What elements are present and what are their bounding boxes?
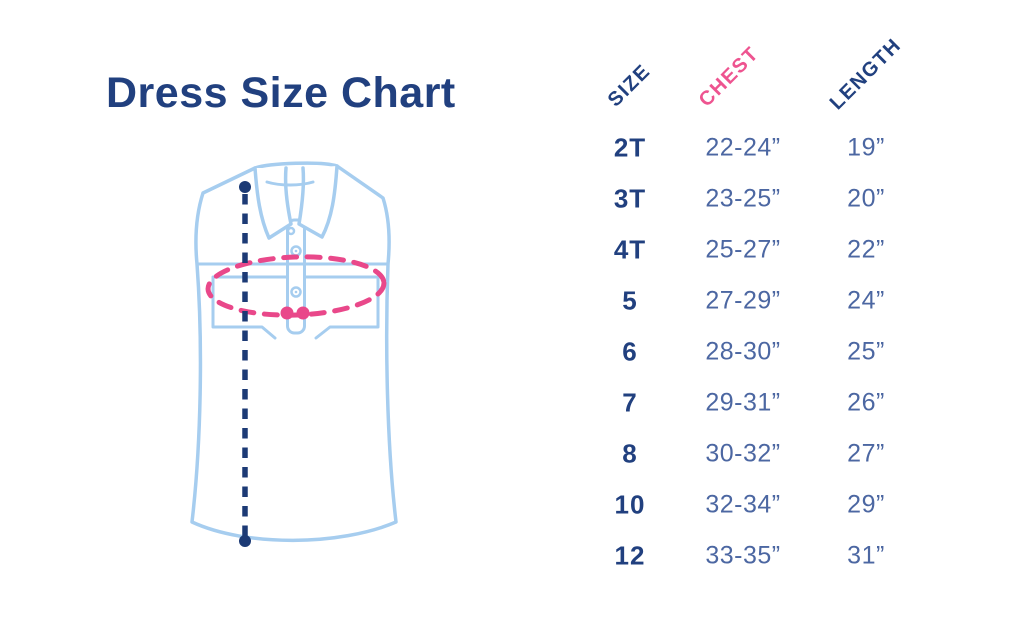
size-cell: 10	[614, 489, 646, 519]
size-table: 2T 22-24” 19” 3T 23-25” 20” 4T 25-27” 22…	[0, 122, 1024, 581]
table-row: 8 30-32” 27”	[0, 428, 1024, 479]
table-row: 2T 22-24” 19”	[0, 122, 1024, 173]
chest-cell: 25-27”	[705, 235, 781, 263]
chest-cell: 27-29”	[705, 286, 781, 314]
size-cell: 12	[614, 540, 646, 570]
table-row: 10 32-34” 29”	[0, 479, 1024, 530]
table-row: 12 33-35” 31”	[0, 530, 1024, 581]
dress-collar-band	[265, 180, 315, 187]
column-header-size: SIZE	[603, 60, 655, 112]
length-cell: 29”	[847, 490, 885, 518]
table-row: 4T 25-27” 22”	[0, 224, 1024, 275]
length-cell: 22”	[847, 235, 885, 263]
chest-cell: 22-24”	[705, 133, 781, 161]
chest-cell: 32-34”	[705, 490, 781, 518]
dress-collar-right	[297, 164, 339, 239]
dress-placket	[286, 218, 306, 335]
table-row: 6 28-30” 25”	[0, 326, 1024, 377]
length-cell: 24”	[847, 286, 885, 314]
length-cell: 26”	[847, 388, 885, 416]
chest-marker-dot-right	[296, 306, 310, 320]
length-marker-dot-top	[239, 181, 251, 193]
dress-buttons	[286, 226, 302, 298]
length-cell: 20”	[847, 184, 885, 212]
length-cell: 31”	[847, 541, 885, 569]
table-row: 7 29-31” 26”	[0, 377, 1024, 428]
table-row: 3T 23-25” 20”	[0, 173, 1024, 224]
chest-cell: 23-25”	[705, 184, 781, 212]
dress-illustration	[190, 161, 398, 547]
column-header-chest: CHEST	[694, 42, 764, 112]
length-marker-dot-bottom	[239, 535, 251, 547]
length-cell: 27”	[847, 439, 885, 467]
length-cell: 25”	[847, 337, 885, 365]
dress-left-pocket	[211, 275, 288, 340]
chest-cell: 29-31”	[705, 388, 781, 416]
dress-collar-left	[253, 166, 293, 240]
size-cell: 2T	[613, 132, 647, 162]
chest-cell: 28-30”	[705, 337, 781, 365]
size-cell: 3T	[613, 183, 647, 213]
size-cell: 7	[622, 387, 638, 417]
table-row: 5 27-29” 24”	[0, 275, 1024, 326]
length-cell: 19”	[847, 133, 885, 161]
dress-body-outline	[190, 161, 398, 543]
size-cell: 4T	[613, 234, 647, 264]
chest-cell: 30-32”	[705, 439, 781, 467]
size-cell: 6	[622, 336, 638, 366]
chest-cell: 33-35”	[705, 541, 781, 569]
dress-right-pocket	[303, 275, 380, 340]
page-title: Dress Size Chart	[106, 69, 456, 117]
size-cell: 5	[622, 285, 638, 315]
chest-marker-dot-left	[280, 306, 294, 320]
column-header-length: LENGTH	[825, 34, 906, 115]
size-cell: 8	[622, 438, 638, 468]
